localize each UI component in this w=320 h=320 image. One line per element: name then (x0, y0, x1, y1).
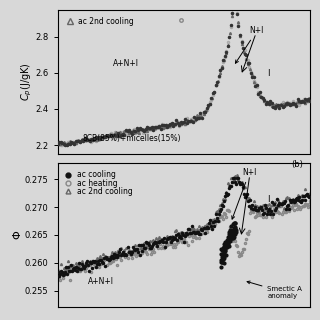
Text: (b): (b) (291, 160, 303, 169)
Text: A+N+I: A+N+I (88, 277, 114, 286)
Text: ac 2nd cooling: ac 2nd cooling (76, 187, 132, 196)
Y-axis label: $C_p$(J/gK): $C_p$(J/gK) (20, 62, 34, 101)
Text: ac cooling: ac cooling (76, 171, 116, 180)
Text: ac 2nd cooling: ac 2nd cooling (78, 17, 133, 26)
Text: N+I: N+I (236, 26, 264, 63)
Text: I: I (268, 195, 270, 204)
Text: I: I (268, 69, 270, 78)
Text: Smectic A
anomaly: Smectic A anomaly (247, 281, 302, 299)
Y-axis label: $\Phi$: $\Phi$ (12, 230, 23, 240)
Text: A+N+I: A+N+I (113, 59, 139, 68)
Text: ac heating: ac heating (76, 179, 117, 188)
Text: N+I: N+I (232, 168, 257, 219)
Text: 8CB(85%)+micelles(15%): 8CB(85%)+micelles(15%) (83, 134, 181, 143)
